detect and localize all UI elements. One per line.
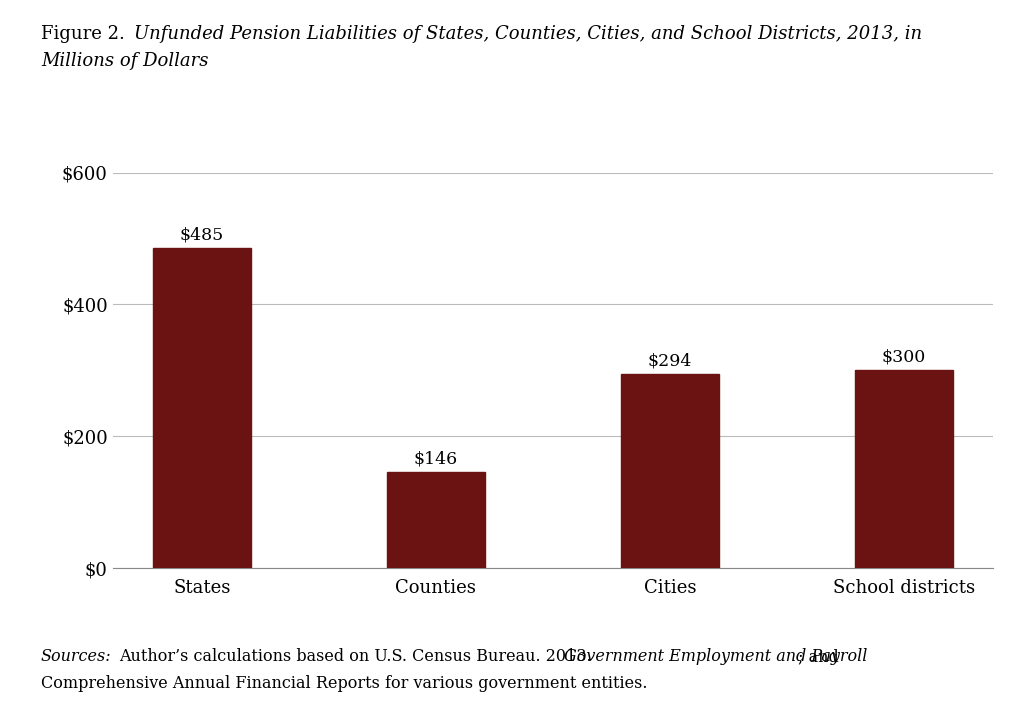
Text: $300: $300 bbox=[882, 349, 927, 366]
Text: Figure 2.: Figure 2. bbox=[41, 25, 131, 43]
Bar bbox=[621, 375, 719, 568]
Text: $485: $485 bbox=[179, 226, 224, 244]
Text: Millions of Dollars: Millions of Dollars bbox=[41, 52, 209, 70]
Bar bbox=[153, 248, 251, 568]
Bar bbox=[855, 370, 953, 568]
Text: Author’s calculations based on U.S. Census Bureau. 2013.: Author’s calculations based on U.S. Cens… bbox=[119, 648, 597, 665]
Text: $294: $294 bbox=[648, 352, 692, 370]
Bar bbox=[387, 472, 485, 568]
Text: Government Employment and Payroll: Government Employment and Payroll bbox=[564, 648, 867, 665]
Text: Sources:: Sources: bbox=[41, 648, 112, 665]
Text: $146: $146 bbox=[414, 450, 458, 467]
Text: Unfunded Pension Liabilities of States, Counties, Cities, and School Districts, : Unfunded Pension Liabilities of States, … bbox=[134, 25, 923, 43]
Text: Comprehensive Annual Financial Reports for various government entities.: Comprehensive Annual Financial Reports f… bbox=[41, 674, 647, 692]
Text: ; and: ; and bbox=[798, 648, 839, 665]
